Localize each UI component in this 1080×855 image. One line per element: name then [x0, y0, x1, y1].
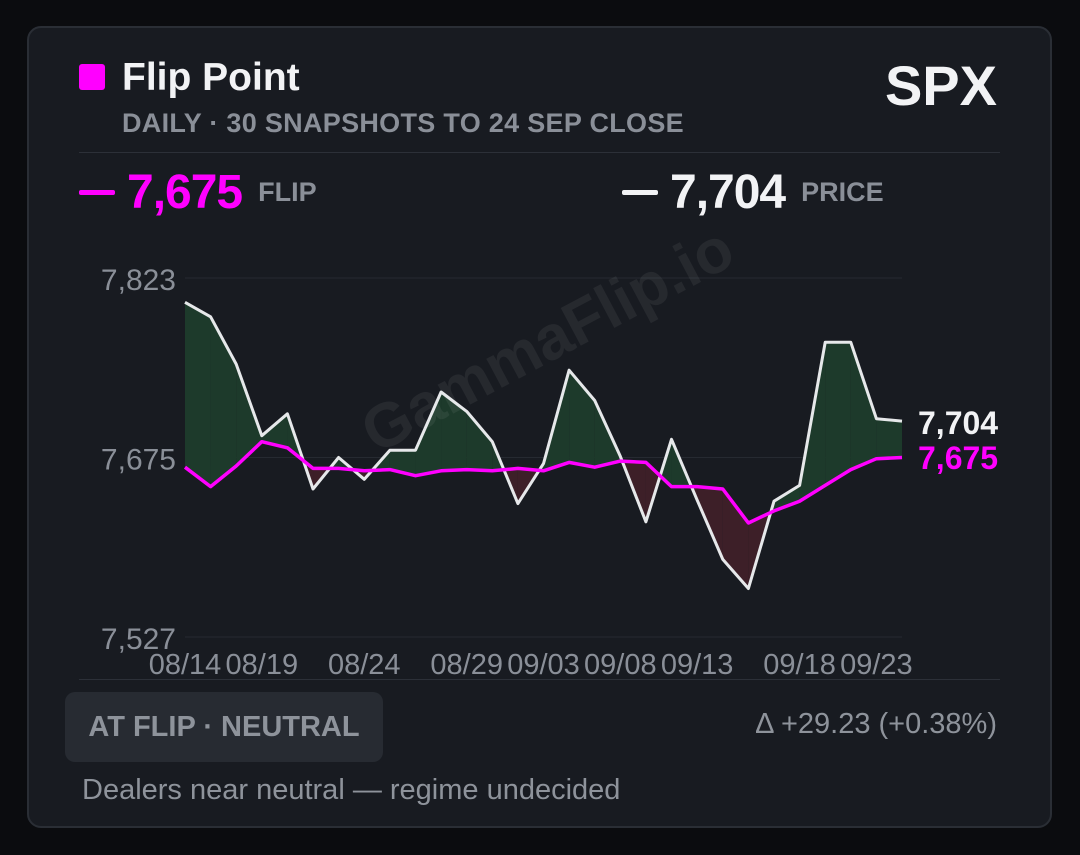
- spread-fill: [210, 316, 237, 487]
- x-tick-label: 09/08: [584, 649, 657, 681]
- price-end-label: 7,704: [918, 405, 998, 441]
- x-tick-label: 08/24: [328, 649, 401, 681]
- y-tick-label: 7,823: [101, 264, 176, 297]
- x-tick-label: 08/19: [226, 649, 299, 681]
- spread-fill: [261, 413, 288, 448]
- spread-fill: [850, 342, 877, 470]
- regime-description: Dealers near neutral — regime undecided: [82, 774, 621, 806]
- flip-line-swatch: [79, 189, 115, 195]
- x-tick-label: 08/14: [149, 649, 222, 681]
- y-tick-label: 7,675: [101, 444, 176, 477]
- x-tick-label: 08/29: [430, 649, 503, 681]
- flip-label: FLIP: [258, 176, 317, 207]
- spread-fill: [825, 342, 851, 486]
- flip-series-line: [183, 439, 903, 525]
- price-value: 7,704: [670, 165, 786, 219]
- spread-fill: [722, 489, 749, 589]
- ticker-symbol: SPX: [884, 54, 997, 117]
- flip-readout: 7,675 FLIP: [79, 164, 317, 220]
- price-label: PRICE: [801, 176, 884, 207]
- flip-value: 7,675: [127, 165, 243, 219]
- spread-fill: [466, 411, 493, 471]
- price-readout: 7,704 PRICE: [622, 164, 884, 220]
- spread-fill: [415, 392, 442, 476]
- price-line-swatch: [622, 189, 658, 195]
- x-tick-label: 09/18: [763, 649, 836, 681]
- spread-fill: [441, 392, 467, 471]
- spread-fill: [236, 364, 262, 466]
- chart-divider: [79, 679, 1000, 680]
- spread-fill: [185, 302, 211, 487]
- card-subtitle: DAILY · 30 SNAPSHOTS TO 24 SEP CLOSE: [122, 108, 684, 138]
- card-title: Flip Point: [122, 56, 300, 99]
- flip-legend-swatch: [79, 64, 105, 90]
- spread-fill: [773, 485, 800, 511]
- delta-readout: Δ +29.23 (+0.38%): [755, 708, 997, 740]
- x-tick-label: 09/03: [507, 649, 580, 681]
- price-series-line: [184, 300, 903, 590]
- flip-end-label: 7,675: [918, 440, 998, 476]
- y-tick-label: 7,527: [101, 623, 176, 656]
- x-tick-label: 09/13: [661, 649, 734, 681]
- x-tick-label: 09/23: [840, 649, 913, 681]
- regime-status-badge: AT FLIP · NEUTRAL: [65, 692, 383, 762]
- header-divider: [79, 152, 1000, 153]
- spread-fill: [876, 418, 902, 459]
